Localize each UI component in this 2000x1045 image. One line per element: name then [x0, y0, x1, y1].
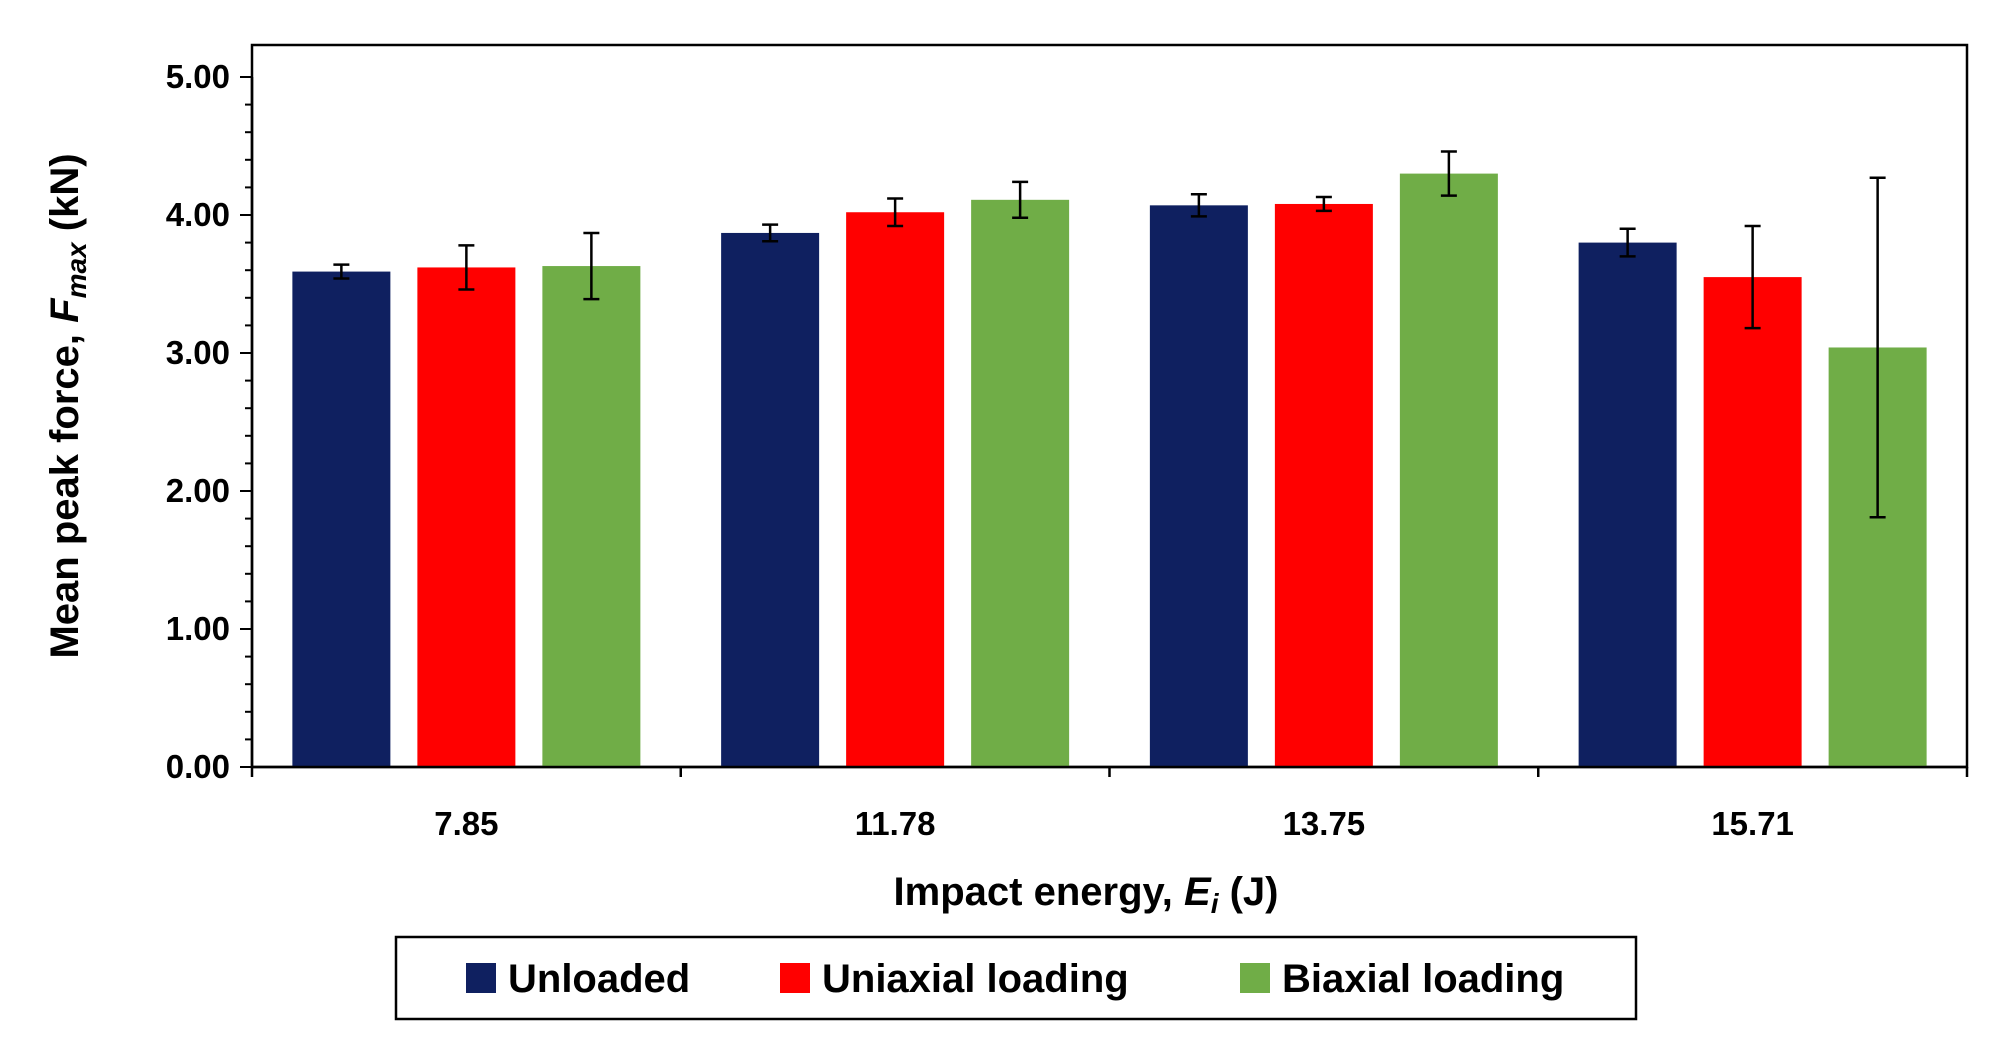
bars-group	[292, 173, 1927, 768]
y-tick-label: 1.00	[166, 610, 230, 647]
legend-label-unloaded: Unloaded	[508, 957, 690, 1001]
bar-uniaxial-loading-7.85	[417, 267, 516, 767]
bar-unloaded-7.85	[292, 271, 391, 767]
error-bar-uniaxial-loading-7.85	[458, 244, 475, 291]
bar-uniaxial-loading-13.75	[1274, 203, 1373, 767]
error-bar-unloaded-15.71	[1619, 227, 1636, 258]
bar-unloaded-15.71	[1578, 242, 1677, 768]
error-bar-uniaxial-loading-15.71	[1744, 224, 1761, 330]
error-bar-uniaxial-loading-11.78	[887, 197, 904, 228]
bar-unloaded-11.78	[721, 232, 820, 767]
x-tick-label: 13.75	[1283, 805, 1366, 842]
legend: Unloaded Uniaxial loading Biaxial loadin…	[394, 935, 1638, 1021]
error-bar-unloaded-11.78	[762, 223, 779, 243]
legend-box	[394, 935, 1638, 1021]
x-tick-label: 11.78	[855, 805, 936, 842]
tick-labels-group: 0.00 1.00 2.00 3.00 4.00 5.00 7.85 11.78 13.75 15…	[166, 58, 1794, 842]
legend-swatch-unloaded	[466, 963, 496, 993]
error-bar-unloaded-7.85	[333, 263, 350, 280]
bar-unloaded-13.75	[1149, 205, 1248, 768]
axes-group	[240, 76, 1969, 777]
bar-uniaxial-loading-11.78	[846, 212, 945, 768]
error-bars-group	[333, 150, 1886, 519]
x-tick-label: 7.85	[434, 805, 498, 842]
x-axis-title: Impact energy, Ei (J)	[894, 870, 1279, 919]
bar-uniaxial-loading-15.71	[1703, 277, 1802, 767]
legend-label-biaxial: Biaxial loading	[1282, 957, 1564, 1001]
y-tick-label: 3.00	[166, 334, 230, 371]
error-bar-biaxial-loading-13.75	[1440, 150, 1457, 197]
error-bar-uniaxial-loading-13.75	[1315, 195, 1332, 213]
y-tick-label: 4.00	[166, 196, 230, 233]
error-bar-biaxial-loading-11.78	[1012, 180, 1029, 220]
y-axis-title: Mean peak force, Fmax (kN)	[43, 153, 92, 658]
error-bar-biaxial-loading-7.85	[583, 231, 600, 301]
error-bar-unloaded-13.75	[1190, 193, 1207, 218]
bar-biaxial-loading-7.85	[542, 266, 641, 767]
legend-swatch-uniaxial	[780, 963, 810, 993]
y-tick-label: 2.00	[166, 472, 230, 509]
bar-biaxial-loading-13.75	[1399, 173, 1498, 768]
error-bar-biaxial-loading-15.71	[1869, 176, 1886, 519]
legend-swatch-biaxial	[1240, 963, 1270, 993]
y-tick-label: 5.00	[166, 58, 230, 95]
y-tick-label: 0.00	[166, 748, 230, 785]
legend-label-uniaxial: Uniaxial loading	[822, 957, 1129, 1001]
bar-biaxial-loading-11.78	[971, 199, 1070, 767]
plot-frame	[250, 43, 1969, 769]
x-tick-label: 15.71	[1711, 805, 1794, 842]
